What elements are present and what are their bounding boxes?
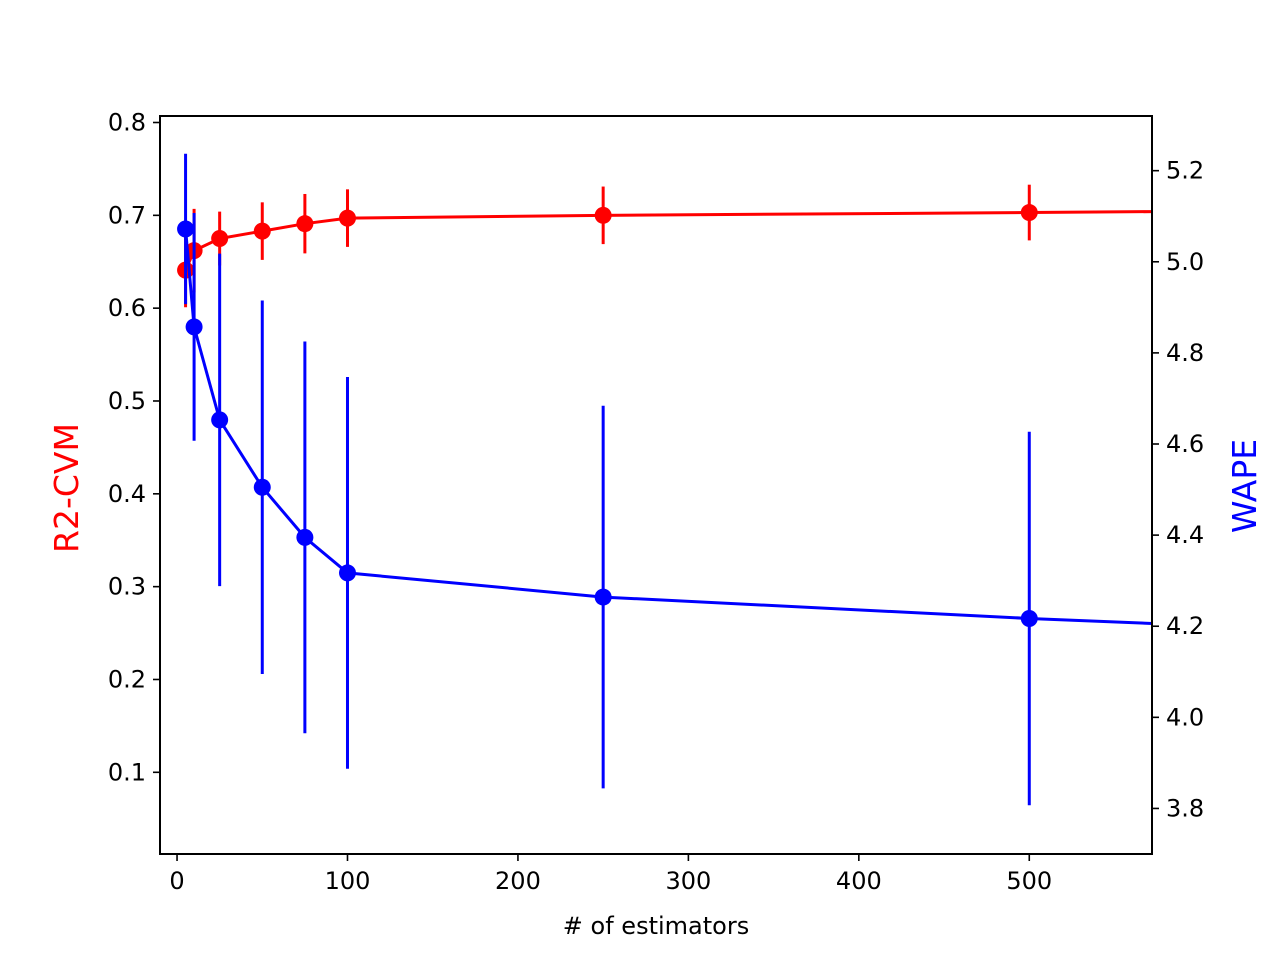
wape-marker (296, 528, 314, 546)
r2-cvm-series (177, 184, 1152, 308)
x-axis-title: # of estimators (563, 912, 749, 940)
wape-marker (253, 478, 271, 496)
right-tick-label: 5.0 (1166, 248, 1204, 276)
right-tick-label: 3.8 (1166, 794, 1204, 822)
r2-cvm-marker (338, 209, 356, 227)
right-tick-label: 4.0 (1166, 703, 1204, 731)
left-tick-label: 0.6 (108, 294, 146, 322)
plot-area (177, 153, 1152, 806)
x-tick-label: 0 (169, 867, 184, 895)
right-axis-title: WAPE (1225, 439, 1264, 533)
left-tick-label: 0.8 (108, 108, 146, 136)
wape-marker (338, 564, 356, 582)
left-tick-label: 0.4 (108, 480, 146, 508)
x-tick-label: 300 (665, 867, 711, 895)
r2-cvm-marker (296, 215, 314, 233)
right-tick-label: 4.4 (1166, 521, 1204, 549)
wape-series (177, 153, 1152, 806)
plot-frame (159, 115, 1153, 855)
right-tick-label: 4.2 (1166, 612, 1204, 640)
r2-cvm-marker (594, 206, 612, 224)
right-tick-label: 5.2 (1166, 157, 1204, 185)
r2-cvm-marker (211, 230, 229, 248)
x-tick-label: 400 (836, 867, 882, 895)
x-tick-label: 500 (1006, 867, 1052, 895)
right-tick-label: 4.6 (1166, 430, 1204, 458)
wape-marker (211, 411, 229, 429)
wape-marker (594, 588, 612, 606)
left-tick-label: 0.3 (108, 573, 146, 601)
left-tick-label: 0.7 (108, 201, 146, 229)
x-tick-label: 200 (495, 867, 541, 895)
left-tick-label: 0.2 (108, 665, 146, 693)
left-axis-title: R2-CVM (47, 423, 86, 553)
r2-cvm-line (184, 210, 1152, 271)
wape-marker (177, 220, 195, 238)
r2-cvm-marker (1020, 204, 1038, 222)
left-tick-label: 0.5 (108, 387, 146, 415)
wape-line (184, 228, 1152, 625)
r2-cvm-marker (253, 222, 271, 240)
wape-marker (1020, 609, 1038, 627)
right-tick-label: 4.8 (1166, 339, 1204, 367)
left-tick-label: 0.1 (108, 758, 146, 786)
axes: 0 100 200 300 400 500 0.1 0.2 0.3 0.4 0.5 0.6 0.7 0.8… (108, 108, 1204, 895)
series-group (177, 153, 1152, 806)
wape-marker (185, 318, 203, 336)
x-tick-label: 100 (325, 867, 371, 895)
